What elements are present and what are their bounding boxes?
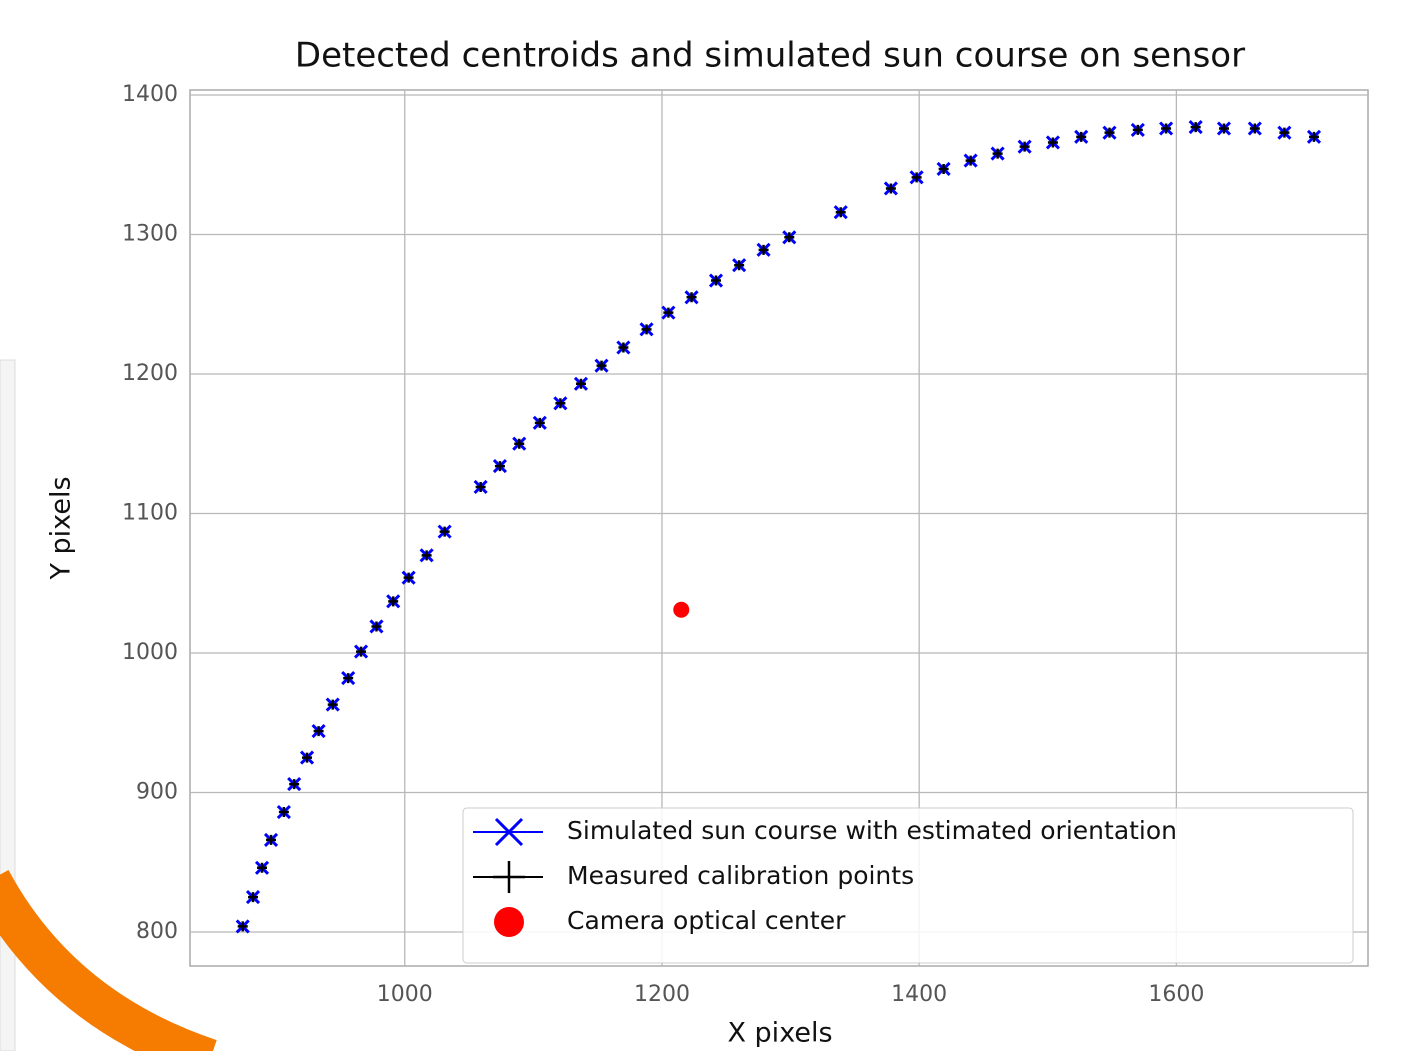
x-tick-label: 1000 — [377, 982, 433, 1007]
decor-arc — [0, 880, 210, 1051]
chart-title: Detected centroids and simulated sun cou… — [295, 36, 1245, 76]
x-axis-label: X pixels — [727, 1018, 832, 1049]
page: {"chart_data": {"type": "scatter", "titl… — [0, 0, 1418, 1051]
y-tick-label: 1400 — [122, 82, 178, 107]
y-tick-label: 1300 — [122, 222, 178, 247]
legend-label: Measured calibration points — [567, 861, 914, 890]
y-tick-label: 1100 — [122, 500, 178, 525]
y-tick-label: 1000 — [122, 640, 178, 665]
y-tick-label: 1200 — [122, 361, 178, 386]
point — [673, 602, 689, 618]
x-tick-label: 1200 — [634, 982, 690, 1007]
y-tick-label: 800 — [136, 919, 178, 944]
legend-label: Camera optical center — [567, 906, 846, 935]
chart: Detected centroids and simulated sun cou… — [0, 0, 1418, 1051]
legend-label: Simulated sun course with estimated orie… — [567, 816, 1177, 845]
x-tick-label: 1400 — [891, 982, 947, 1007]
y-tick-label: 900 — [136, 779, 178, 804]
y-axis-label: Y pixels — [46, 476, 77, 580]
legend-marker — [494, 907, 524, 937]
x-tick-label: 1600 — [1148, 982, 1204, 1007]
